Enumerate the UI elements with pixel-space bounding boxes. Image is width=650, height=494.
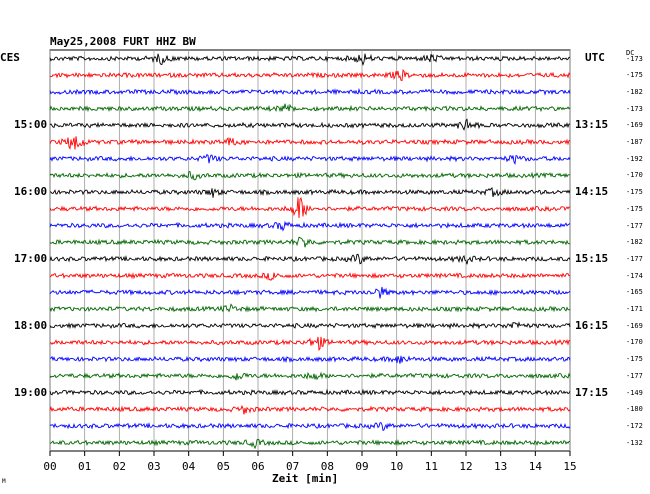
- trace-line: [49, 53, 571, 66]
- dc-offset-label: -177: [626, 221, 643, 230]
- ces-time-label: 19:00: [14, 385, 48, 399]
- dc-offset-label: -132: [626, 438, 643, 447]
- ces-time-label: 18:00: [14, 318, 48, 332]
- x-tick-label: 11: [424, 460, 438, 473]
- x-tick-label: 08: [320, 460, 334, 473]
- trace-line: [49, 272, 571, 281]
- utc-time-label: 16:15: [575, 318, 609, 332]
- dc-offset-label: -174: [626, 271, 643, 280]
- trace-line: [49, 103, 571, 113]
- trace-line: [49, 220, 571, 232]
- trace-line: [49, 69, 571, 82]
- trace-line: [49, 355, 571, 364]
- x-tick-label: 09: [355, 460, 369, 473]
- utc-time-label: 17:15: [575, 385, 609, 399]
- x-tick-label: 05: [216, 460, 230, 473]
- trace-line: [49, 153, 571, 166]
- x-tick-label: 03: [147, 460, 161, 473]
- dc-offset-label: -180: [626, 405, 643, 414]
- dc-offset-label: -171: [626, 305, 643, 313]
- x-tick-label: 01: [78, 460, 92, 473]
- utc-time-label: 13:15: [575, 118, 609, 132]
- trace-line: [49, 438, 571, 450]
- x-axis-label: Zeit [min]: [272, 472, 339, 485]
- trace-line: [49, 371, 571, 381]
- utc-time-label: 15:15: [575, 251, 609, 265]
- x-tick-label: 12: [459, 460, 473, 473]
- utc-time-label: 14:15: [575, 185, 609, 199]
- x-tick-label: 10: [390, 460, 404, 473]
- dc-offset-label: -182: [626, 87, 643, 96]
- trace-line: [49, 404, 571, 415]
- dc-offset-label: -170: [626, 338, 643, 347]
- trace-line: [49, 118, 571, 131]
- x-tick-label: 15: [563, 460, 577, 473]
- ces-time-label: 16:00: [14, 185, 48, 199]
- trace-line: [49, 336, 571, 352]
- trace-line: [49, 253, 571, 265]
- trace-line: [49, 187, 571, 198]
- dc-offset-label: -175: [626, 355, 643, 364]
- dc-offset-label: -175: [626, 188, 643, 197]
- dc-offset-label: -192: [626, 154, 643, 163]
- x-tick-label: 02: [112, 460, 126, 473]
- trace-line: [49, 286, 571, 299]
- dc-offset-label: -169: [626, 121, 643, 130]
- dc-offset-label: -170: [626, 171, 643, 180]
- x-tick-label: 00: [43, 460, 57, 473]
- dc-offset-label: -149: [626, 388, 643, 397]
- trace-line: [49, 388, 571, 396]
- offset-column-title: DC: [626, 49, 635, 57]
- x-tick-label: 06: [251, 460, 265, 473]
- dc-offset-label: -169: [626, 321, 643, 330]
- dc-offset-label: -173: [626, 104, 643, 113]
- dc-offset-label: -187: [626, 138, 643, 146]
- chart-title: May25,2008 FURT HHZ BW: [50, 35, 196, 48]
- dc-offset-label: -165: [626, 288, 643, 297]
- trace-line: [49, 321, 571, 330]
- trace-line: [49, 197, 571, 219]
- ces-time-label: 15:00: [14, 118, 48, 132]
- dc-offset-label: -177: [626, 254, 643, 263]
- dc-offset-label: -175: [626, 204, 643, 213]
- trace-line: [49, 422, 571, 431]
- ces-time-label: 17:00: [14, 251, 48, 265]
- dc-offset-label: -182: [626, 238, 643, 247]
- dc-offset-label: -172: [626, 421, 643, 430]
- trace-line: [49, 87, 571, 96]
- left-axis-title: CES: [0, 51, 20, 64]
- trace-line: [49, 136, 571, 150]
- x-tick-label: 14: [528, 460, 542, 473]
- x-tick-label: 07: [286, 460, 300, 473]
- dc-offset-label: -175: [626, 71, 643, 80]
- x-tick-label: 04: [182, 460, 196, 473]
- trace-line: [49, 170, 571, 181]
- trace-line: [49, 236, 571, 248]
- dc-offset-label: -177: [626, 371, 643, 380]
- corner-mark: M: [2, 478, 6, 485]
- dc-offset-label: -173: [626, 54, 643, 63]
- x-tick-label: 13: [494, 460, 508, 473]
- right-axis-title: UTC: [585, 51, 605, 64]
- trace-line: [49, 303, 571, 313]
